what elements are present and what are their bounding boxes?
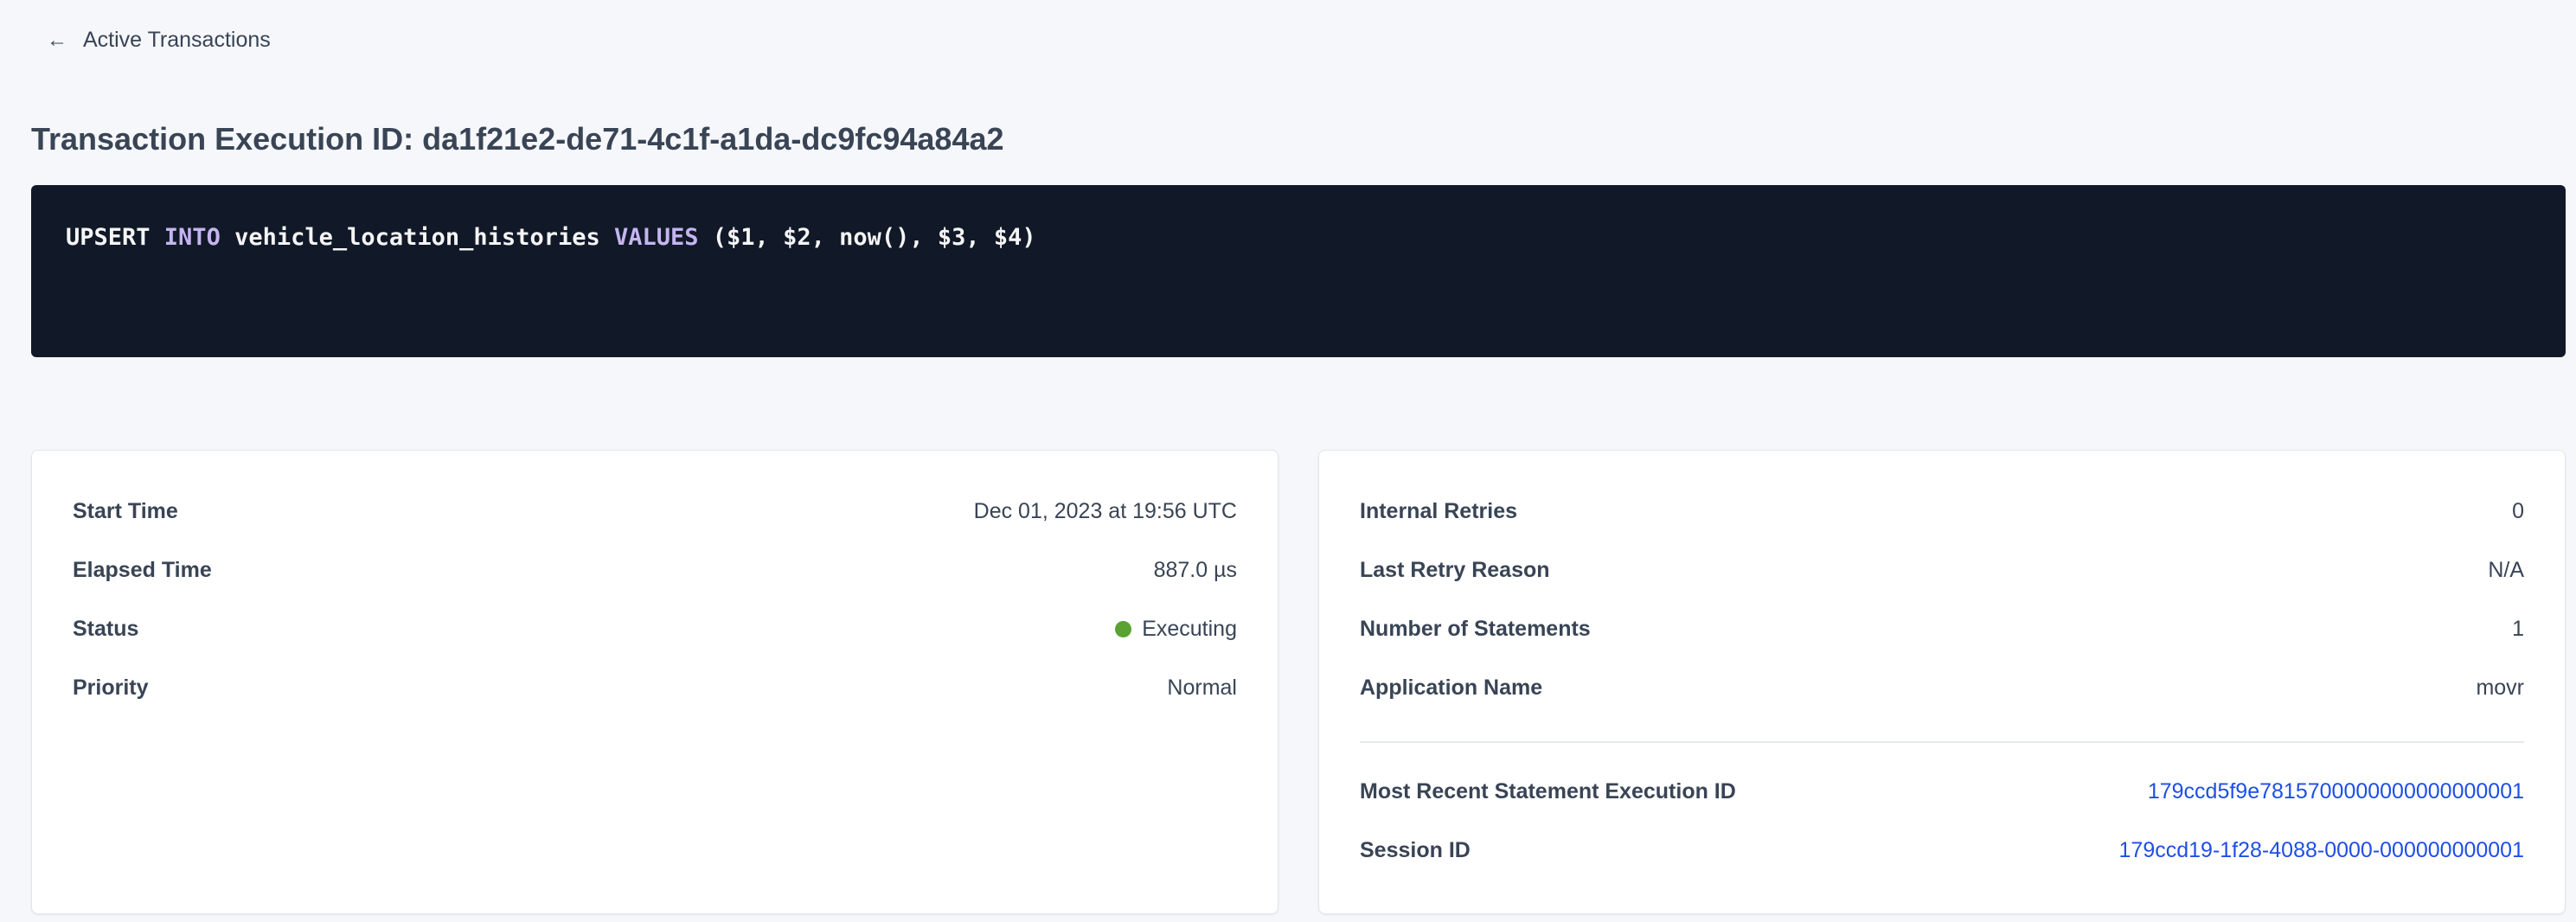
number-of-statements-row: Number of Statements 1 xyxy=(1360,611,2524,646)
row-value: 0 xyxy=(2512,498,2524,523)
last-retry-reason-row: Last Retry Reason N/A xyxy=(1360,553,2524,587)
transaction-details-card: Internal Retries 0 Last Retry Reason N/A… xyxy=(1318,450,2566,914)
elapsed-time-row: Elapsed Time 887.0 µs xyxy=(73,553,1237,587)
row-label: Status xyxy=(73,616,139,641)
row-value: movr xyxy=(2476,675,2524,700)
session-id-link[interactable]: 179ccd19-1f28-4088-0000-000000000001 xyxy=(2118,837,2524,862)
sql-statement-block: UPSERT INTO vehicle_location_histories V… xyxy=(31,185,2566,357)
row-value: N/A xyxy=(2488,557,2524,582)
session-id-row: Session ID 179ccd19-1f28-4088-0000-00000… xyxy=(1360,833,2524,868)
statement-execution-id-row: Most Recent Statement Execution ID 179cc… xyxy=(1360,774,2524,809)
arrow-left-icon: ← xyxy=(47,28,67,52)
row-value: 1 xyxy=(2512,616,2524,641)
internal-retries-row: Internal Retries 0 xyxy=(1360,494,2524,528)
start-time-row: Start Time Dec 01, 2023 at 19:56 UTC xyxy=(73,494,1237,528)
back-link-active-transactions[interactable]: ← Active Transactions xyxy=(47,28,271,53)
priority-row: Priority Normal xyxy=(73,670,1237,705)
status-dot-icon xyxy=(1115,620,1132,637)
page-title: Transaction Execution ID: da1f21e2-de71-… xyxy=(31,121,1004,157)
status-text: Executing xyxy=(1142,616,1237,641)
row-label: Last Retry Reason xyxy=(1360,557,1550,582)
row-label: Application Name xyxy=(1360,675,1543,700)
row-value: 887.0 µs xyxy=(1153,557,1237,582)
row-label: Session ID xyxy=(1360,837,1471,862)
row-label: Internal Retries xyxy=(1360,498,1518,523)
row-label: Priority xyxy=(73,675,149,700)
transaction-summary-card: Start Time Dec 01, 2023 at 19:56 UTC Ela… xyxy=(31,450,1278,914)
row-value: Dec 01, 2023 at 19:56 UTC xyxy=(973,498,1237,523)
sql-text: vehicle_location_histories xyxy=(220,224,614,251)
row-label: Number of Statements xyxy=(1360,616,1591,641)
row-label: Start Time xyxy=(73,498,178,523)
sql-keyword: INTO xyxy=(163,224,221,251)
statement-execution-id-link[interactable]: 179ccd5f9e7815700000000000000001 xyxy=(2147,778,2524,804)
row-value: Normal xyxy=(1167,675,1237,700)
status-badge: Executing xyxy=(1115,617,1237,642)
status-row: Status Executing xyxy=(73,611,1237,646)
row-label: Most Recent Statement Execution ID xyxy=(1360,778,1736,804)
sql-text: UPSERT xyxy=(66,224,164,251)
sql-text: ($1, $2, now(), $3, $4) xyxy=(698,224,1036,251)
divider xyxy=(1360,741,2524,743)
application-name-row: Application Name movr xyxy=(1360,670,2524,705)
row-label: Elapsed Time xyxy=(73,557,212,582)
back-link-label: Active Transactions xyxy=(83,28,271,52)
sql-keyword: VALUES xyxy=(613,224,699,251)
